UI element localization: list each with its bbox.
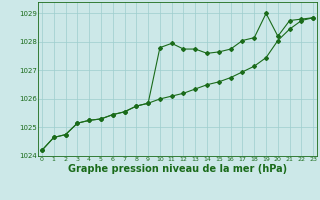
X-axis label: Graphe pression niveau de la mer (hPa): Graphe pression niveau de la mer (hPa) bbox=[68, 164, 287, 174]
